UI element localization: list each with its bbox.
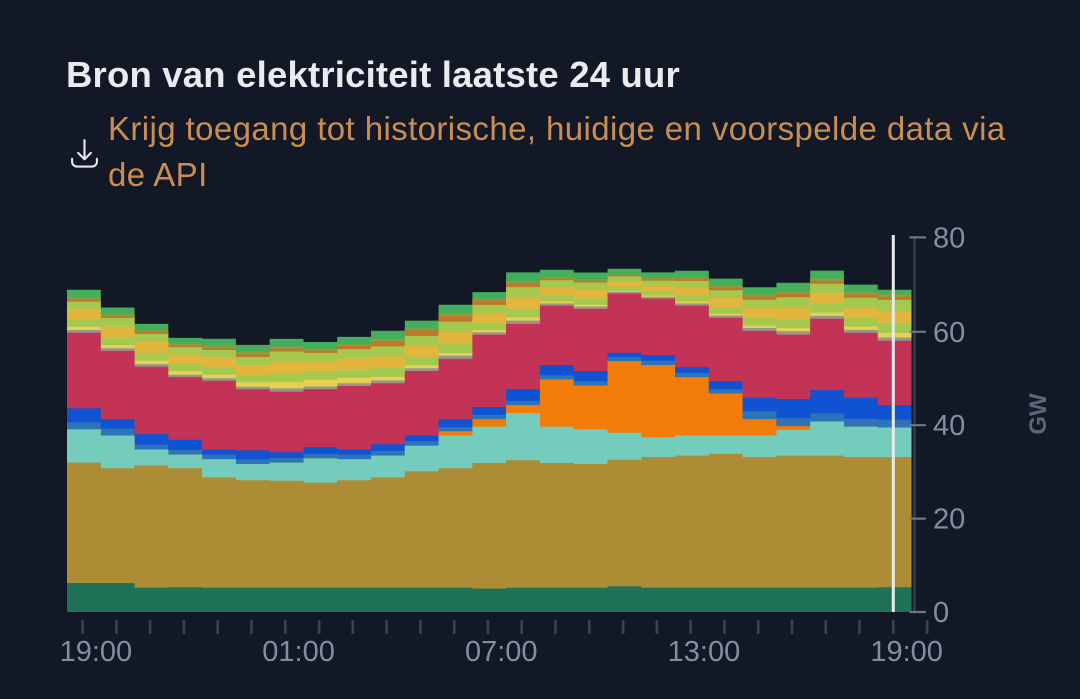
series-coal-area[interactable] [67, 453, 912, 612]
x-axis-label: 19:00 [870, 636, 943, 668]
y-axis-label: 60 [933, 317, 965, 349]
x-axis-label: 07:00 [465, 636, 538, 668]
download-icon [71, 138, 98, 168]
x-axis-label: 01:00 [262, 636, 335, 668]
y-axis-label: 0 [933, 597, 949, 629]
y-axis-label: 80 [933, 222, 965, 254]
api-access-text: Krijg toegang tot historische, huidige e… [108, 110, 1006, 193]
y-axis-label: 20 [933, 504, 965, 536]
y-axis-unit-label: GW [1025, 393, 1052, 435]
y-axis-label: 40 [933, 410, 965, 442]
api-access-link[interactable]: Krijg toegang tot historische, huidige e… [66, 106, 1026, 198]
page-title: Bron van elektriciteit laatste 24 uur [66, 54, 680, 95]
x-axis-label: 13:00 [668, 636, 741, 668]
series-biomass-area[interactable] [67, 583, 912, 612]
x-axis-label: 19:00 [60, 636, 133, 668]
